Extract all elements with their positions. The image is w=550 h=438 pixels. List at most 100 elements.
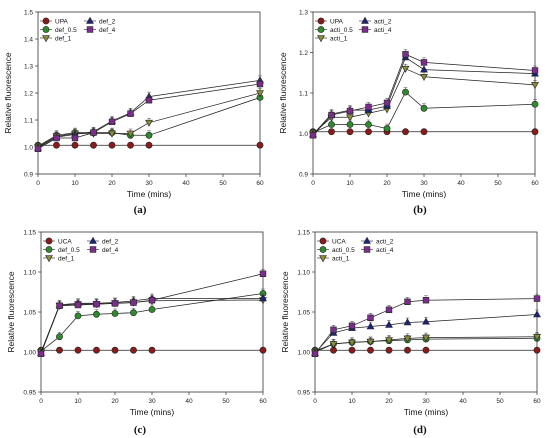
data-point-UCA	[130, 347, 136, 353]
series-line-acti_4	[315, 299, 537, 354]
data-point-def_4	[38, 351, 44, 357]
data-point-UPA	[72, 142, 78, 148]
data-point-acti_2	[534, 311, 541, 317]
data-point-UPA	[402, 129, 408, 135]
x-tick-label: 30	[145, 180, 153, 187]
legend-marker-def_1	[46, 256, 53, 262]
x-tick-label: 40	[459, 398, 467, 405]
x-tick-label: 40	[185, 398, 193, 405]
data-point-def_4	[128, 111, 134, 117]
data-point-acti_4	[347, 108, 353, 114]
data-point-UCA	[56, 347, 62, 353]
y-tick-label: 0.95	[23, 389, 36, 396]
x-tick-label: 20	[108, 180, 116, 187]
data-point-def_0.5	[75, 313, 81, 319]
legend-label: UCA	[58, 238, 72, 245]
data-point-def_0.5	[149, 306, 155, 312]
legend-label: acti_1	[332, 255, 350, 262]
legend-marker-def_2	[87, 17, 94, 23]
y-axis-label: Relative fluorescence	[6, 271, 16, 353]
data-point-acti_4	[331, 327, 337, 333]
series-line-def_4	[41, 274, 263, 354]
data-point-def_4	[75, 302, 81, 308]
panel-label: (a)	[134, 204, 147, 216]
x-tick-label: 60	[259, 398, 267, 405]
data-point-def_0.5	[146, 132, 152, 138]
data-point-acti_4	[532, 68, 538, 74]
legend-label: def_0.5	[55, 27, 77, 34]
y-tick-label: 0.9	[24, 171, 33, 178]
data-point-acti_4	[312, 351, 318, 357]
legend-marker-acti_1	[320, 256, 327, 262]
data-point-UCA	[260, 347, 266, 353]
legend-marker-acti_0.5	[320, 246, 326, 252]
data-point-acti_0.5	[421, 105, 427, 111]
legend-marker-UPA	[318, 18, 324, 24]
data-point-acti_2	[423, 318, 430, 324]
y-tick-label: 1.4	[24, 36, 33, 43]
data-point-acti_4	[349, 323, 355, 329]
x-tick-label: 40	[182, 180, 190, 187]
data-point-UCA	[534, 347, 540, 353]
legend-label: def_0.5	[58, 247, 80, 254]
data-point-def_4	[54, 135, 60, 141]
legend-marker-acti_2	[364, 237, 371, 243]
x-axis-label: Time (mins)	[130, 407, 175, 417]
x-tick-label: 50	[219, 180, 227, 187]
data-point-acti_4	[403, 51, 409, 57]
data-point-def_4	[257, 81, 263, 87]
data-point-UPA	[328, 129, 334, 135]
y-axis-label: Relative fluorescence	[280, 271, 290, 353]
chart-panel-1: 0 10 20 30 40 50 60 0.9 1.0 1.1 1.2 1.3 1.4 1.5 Time (…	[3, 9, 264, 216]
data-point-def_0.5	[112, 310, 118, 316]
x-tick-label: 0	[39, 398, 43, 405]
legend-marker-def_0.5	[46, 246, 52, 252]
y-tick-label: 1.1	[24, 117, 33, 124]
data-point-def_4	[109, 119, 115, 125]
data-point-UCA	[75, 347, 81, 353]
y-tick-label: 1.10	[297, 269, 310, 276]
legend-marker-acti_1	[318, 36, 325, 42]
x-tick-label: 10	[348, 398, 356, 405]
data-point-UPA	[347, 129, 353, 135]
y-tick-label: 1.1	[299, 90, 308, 97]
data-point-UPA	[365, 129, 371, 135]
data-point-def_4	[112, 301, 118, 307]
data-point-UPA	[90, 142, 96, 148]
y-tick-label: 0.95	[297, 389, 310, 396]
y-tick-label: 1.0	[299, 131, 308, 138]
legend-label: UPA	[55, 18, 69, 25]
x-tick-label: 10	[74, 398, 82, 405]
x-axis-label: Time (mins)	[127, 189, 172, 199]
legend-label: acti_0.5	[330, 27, 353, 34]
chart-panel-4: 0 10 20 30 40 50 60 0.95 1.00 1.05 1.10 1.15 Time (m…	[280, 229, 541, 436]
data-point-def_4	[72, 135, 78, 141]
x-tick-label: 30	[148, 398, 156, 405]
x-tick-label: 30	[420, 180, 428, 187]
data-point-acti_0.5	[347, 121, 353, 127]
data-point-acti_1	[347, 115, 354, 121]
data-point-def_4	[149, 297, 155, 303]
legend-label: acti_4	[374, 27, 392, 34]
data-point-def_4	[35, 146, 41, 152]
legend-label: acti_1	[330, 35, 348, 42]
x-axis-label: Time (mins)	[402, 189, 447, 199]
x-axis-label: Time (mins)	[404, 407, 449, 417]
legend-label: def_1	[58, 255, 75, 262]
y-tick-label: 1.5	[24, 9, 33, 16]
y-tick-label: 1.15	[297, 229, 310, 236]
data-point-UCA	[404, 347, 410, 353]
x-tick-label: 10	[71, 180, 79, 187]
data-point-acti_4	[421, 60, 427, 66]
legend-marker-acti_0.5	[318, 26, 324, 32]
data-point-acti_4	[423, 297, 429, 303]
data-point-def_0.5	[56, 334, 62, 340]
y-axis-label: Relative fluorescence	[278, 52, 288, 134]
series-line-acti_0.5	[313, 92, 535, 133]
legend-marker-UCA	[46, 238, 52, 244]
data-point-acti_4	[368, 315, 374, 321]
data-point-UPA	[257, 142, 263, 148]
y-tick-label: 1.2	[24, 90, 33, 97]
y-tick-label: 1.3	[24, 63, 33, 70]
data-point-acti_4	[366, 104, 372, 110]
